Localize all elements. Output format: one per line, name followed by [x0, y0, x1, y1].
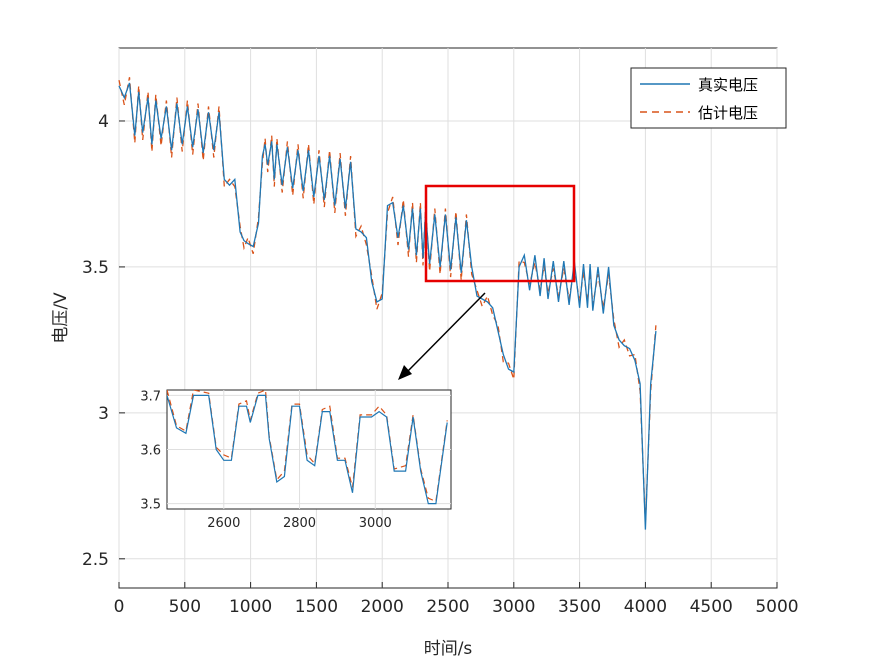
- inset-series: [167, 390, 448, 505]
- x-tick-label: 2500: [426, 597, 469, 617]
- x-tick-label: 3000: [492, 597, 535, 617]
- inset-series-true: [167, 394, 448, 505]
- inset-y-tick-label: 3.5: [140, 498, 161, 513]
- y-tick-label: 4: [98, 112, 109, 132]
- x-tick-label: 4500: [690, 597, 733, 617]
- legend-box: [630, 67, 787, 129]
- inset-y-tick-label: 3.6: [140, 444, 161, 459]
- y-tick-label: 3.5: [82, 258, 109, 278]
- y-axis-label: 电压/V: [51, 292, 71, 344]
- legend-label-est: 估计电压: [698, 104, 758, 122]
- inset-x-tick-label: 2800: [283, 516, 316, 531]
- x-axis-label: 时间/s: [424, 639, 473, 659]
- x-tick-label: 4000: [624, 597, 667, 617]
- x-tick-label: 2000: [361, 597, 404, 617]
- legend: 真实电压 估计电压: [630, 67, 787, 129]
- x-tick-label: 5000: [755, 597, 798, 617]
- x-tick-label: 1500: [295, 597, 338, 617]
- inset-x-tick-label: 3000: [359, 516, 392, 531]
- main-series: [118, 77, 657, 530]
- x-tick-label: 0: [114, 597, 125, 617]
- inset-ticks: 2600 2800 3000 3.5 3.6 3.7: [140, 389, 392, 531]
- zoom-highlight-box: [424, 184, 576, 283]
- inset-x-tick-label: 2600: [207, 516, 240, 531]
- inset-y-tick-label: 3.7: [140, 389, 161, 404]
- y-tick-label: 3: [98, 404, 109, 424]
- legend-label-true: 真实电压: [698, 76, 758, 94]
- x-tick-label: 500: [169, 597, 201, 617]
- x-tick-label: 3500: [558, 597, 601, 617]
- y-tick-label: 2.5: [82, 550, 109, 570]
- zoom-arrowhead: [398, 365, 412, 380]
- series-true-voltage: [118, 82, 657, 530]
- x-tick-label: 1000: [229, 597, 272, 617]
- main-ticks: 0 500 1000 1500 2000 2500 3000 3500 4000 4500 5000…: [82, 112, 799, 617]
- zoom-arrow: [405, 292, 486, 374]
- inset-chart: 2600 2800 3000 3.5 3.6 3.7: [140, 389, 452, 531]
